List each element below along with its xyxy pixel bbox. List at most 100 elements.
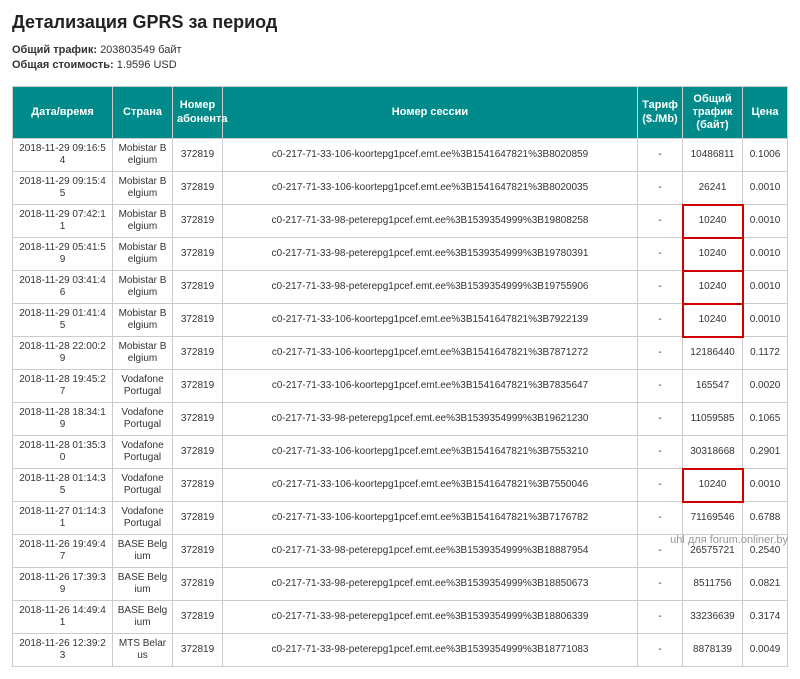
cell-price: 0.0010 xyxy=(743,271,788,304)
cell-subnum: 372819 xyxy=(173,601,223,634)
table-row: 2018-11-26 17:39:39BASE Belgium372819c0-… xyxy=(13,568,788,601)
summary-block: Общий трафик: 203803549 байт Общая стоим… xyxy=(12,43,788,74)
cell-country: BASE Belgium xyxy=(113,601,173,634)
cell-traffic: 12186440 xyxy=(683,337,743,370)
cell-session: c0-217-71-33-98-peterepg1pcef.emt.ee%3B1… xyxy=(223,205,638,238)
cell-date: 2018-11-28 22:00:29 xyxy=(13,337,113,370)
cell-date: 2018-11-29 09:15:45 xyxy=(13,172,113,205)
cell-subnum: 372819 xyxy=(173,304,223,337)
cell-price: 0.1172 xyxy=(743,337,788,370)
cell-price: 0.0010 xyxy=(743,238,788,271)
col-header-price: Цена xyxy=(743,86,788,139)
cell-session: c0-217-71-33-106-koortepg1pcef.emt.ee%3B… xyxy=(223,370,638,403)
cell-subnum: 372819 xyxy=(173,502,223,535)
cell-tariff: - xyxy=(638,172,683,205)
cell-subnum: 372819 xyxy=(173,469,223,502)
cell-tariff: - xyxy=(638,403,683,436)
cell-date: 2018-11-26 19:49:47 xyxy=(13,535,113,568)
cell-subnum: 372819 xyxy=(173,337,223,370)
col-header-date: Дата/время xyxy=(13,86,113,139)
cell-price: 0.1006 xyxy=(743,139,788,172)
cell-date: 2018-11-28 01:35:30 xyxy=(13,436,113,469)
table-header-row: Дата/время Страна Номер абонента Номер с… xyxy=(13,86,788,139)
col-header-traffic: Общий трафик (байт) xyxy=(683,86,743,139)
cell-country: Mobistar Belgium xyxy=(113,172,173,205)
total-traffic-label: Общий трафик: xyxy=(12,44,97,56)
cell-traffic: 10240 xyxy=(683,205,743,238)
table-row: 2018-11-27 01:14:31Vodafone Portugal3728… xyxy=(13,502,788,535)
cell-traffic: 26241 xyxy=(683,172,743,205)
cell-session: c0-217-71-33-106-koortepg1pcef.emt.ee%3B… xyxy=(223,172,638,205)
table-row: 2018-11-28 22:00:29Mobistar Belgium37281… xyxy=(13,337,788,370)
page-title: Детализация GPRS за период xyxy=(12,12,788,33)
table-row: 2018-11-29 01:41:45Mobistar Belgium37281… xyxy=(13,304,788,337)
cell-country: MTS Belarus xyxy=(113,634,173,667)
cell-traffic: 8878139 xyxy=(683,634,743,667)
cell-date: 2018-11-29 01:41:45 xyxy=(13,304,113,337)
cell-tariff: - xyxy=(638,139,683,172)
cell-tariff: - xyxy=(638,502,683,535)
cell-date: 2018-11-29 07:42:11 xyxy=(13,205,113,238)
cell-country: Mobistar Belgium xyxy=(113,337,173,370)
table-row: 2018-11-29 03:41:46Mobistar Belgium37281… xyxy=(13,271,788,304)
cell-session: c0-217-71-33-106-koortepg1pcef.emt.ee%3B… xyxy=(223,337,638,370)
table-row: 2018-11-29 09:15:45Mobistar Belgium37281… xyxy=(13,172,788,205)
cell-session: c0-217-71-33-98-peterepg1pcef.emt.ee%3B1… xyxy=(223,568,638,601)
cell-session: c0-217-71-33-98-peterepg1pcef.emt.ee%3B1… xyxy=(223,238,638,271)
cell-price: 0.0010 xyxy=(743,469,788,502)
gprs-detail-table: Дата/время Страна Номер абонента Номер с… xyxy=(12,86,788,668)
cell-subnum: 372819 xyxy=(173,172,223,205)
cell-date: 2018-11-28 18:34:19 xyxy=(13,403,113,436)
cell-country: Vodafone Portugal xyxy=(113,436,173,469)
cell-price: 0.6788 xyxy=(743,502,788,535)
table-row: 2018-11-26 12:39:23MTS Belarus372819c0-2… xyxy=(13,634,788,667)
cell-session: c0-217-71-33-98-peterepg1pcef.emt.ee%3B1… xyxy=(223,403,638,436)
cell-price: 0.0010 xyxy=(743,304,788,337)
cell-country: BASE Belgium xyxy=(113,535,173,568)
cell-subnum: 372819 xyxy=(173,436,223,469)
cell-price: 0.0020 xyxy=(743,370,788,403)
cell-session: c0-217-71-33-98-peterepg1pcef.emt.ee%3B1… xyxy=(223,601,638,634)
cell-price: 0.0821 xyxy=(743,568,788,601)
cell-price: 0.1065 xyxy=(743,403,788,436)
cell-subnum: 372819 xyxy=(173,634,223,667)
cell-country: Mobistar Belgium xyxy=(113,205,173,238)
cell-price: 0.3174 xyxy=(743,601,788,634)
cell-tariff: - xyxy=(638,370,683,403)
cell-tariff: - xyxy=(638,469,683,502)
cell-subnum: 372819 xyxy=(173,139,223,172)
cell-traffic: 33236639 xyxy=(683,601,743,634)
col-header-session: Номер сессии xyxy=(223,86,638,139)
cell-session: c0-217-71-33-98-peterepg1pcef.emt.ee%3B1… xyxy=(223,535,638,568)
cell-traffic: 71169546 xyxy=(683,502,743,535)
cell-price: 0.0049 xyxy=(743,634,788,667)
cell-date: 2018-11-29 03:41:46 xyxy=(13,271,113,304)
cell-tariff: - xyxy=(638,304,683,337)
table-row: 2018-11-29 07:42:11Mobistar Belgium37281… xyxy=(13,205,788,238)
cell-date: 2018-11-28 01:14:35 xyxy=(13,469,113,502)
cell-date: 2018-11-27 01:14:31 xyxy=(13,502,113,535)
table-row: 2018-11-28 19:45:27Vodafone Portugal3728… xyxy=(13,370,788,403)
cell-traffic: 10486811 xyxy=(683,139,743,172)
table-row: 2018-11-29 09:16:54Mobistar Belgium37281… xyxy=(13,139,788,172)
cell-tariff: - xyxy=(638,337,683,370)
cell-country: Vodafone Portugal xyxy=(113,403,173,436)
cell-subnum: 372819 xyxy=(173,535,223,568)
cell-date: 2018-11-26 17:39:39 xyxy=(13,568,113,601)
cell-date: 2018-11-29 05:41:59 xyxy=(13,238,113,271)
cell-tariff: - xyxy=(638,634,683,667)
col-header-subnum: Номер абонента xyxy=(173,86,223,139)
table-row: 2018-11-26 14:49:41BASE Belgium372819c0-… xyxy=(13,601,788,634)
cell-tariff: - xyxy=(638,271,683,304)
cell-subnum: 372819 xyxy=(173,205,223,238)
cell-country: Vodafone Portugal xyxy=(113,469,173,502)
cell-traffic: 10240 xyxy=(683,469,743,502)
table-row: 2018-11-28 18:34:19Vodafone Portugal3728… xyxy=(13,403,788,436)
cell-traffic: 26575721 xyxy=(683,535,743,568)
cell-subnum: 372819 xyxy=(173,238,223,271)
cell-traffic: 11059585 xyxy=(683,403,743,436)
cell-country: Vodafone Portugal xyxy=(113,502,173,535)
cell-price: 0.2901 xyxy=(743,436,788,469)
cell-country: Mobistar Belgium xyxy=(113,304,173,337)
table-row: 2018-11-29 05:41:59Mobistar Belgium37281… xyxy=(13,238,788,271)
